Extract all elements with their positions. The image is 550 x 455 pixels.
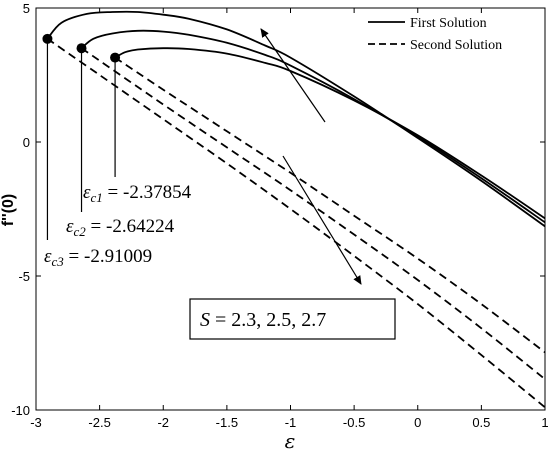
y-tick-label: -10 <box>11 403 30 418</box>
annotation-lines <box>46 28 362 285</box>
curves-layer <box>42 10 546 408</box>
x-tick-label: 0.5 <box>472 415 490 430</box>
plot-background <box>36 8 545 410</box>
x-tick-label: 1 <box>541 415 548 430</box>
y-tick-label: 5 <box>23 1 30 16</box>
x-tick-label: -1.5 <box>216 415 238 430</box>
ticks-layer: -3 -2.5 -2 -1.5 -1 -0.5 0 0.5 1 -10 -5 0 5 <box>11 1 548 430</box>
first-solution-curve-1 <box>114 47 546 220</box>
arrow-first-solution <box>260 28 326 123</box>
x-tick-label: -0.5 <box>343 415 365 430</box>
annotation-critical-1: εc1 = -2.37854 <box>83 182 192 205</box>
x-tick-label: -3 <box>30 415 42 430</box>
x-tick-label: -2.5 <box>88 415 110 430</box>
x-tick-label: -1 <box>285 415 297 430</box>
first-solution-curve-3 <box>46 10 546 228</box>
plot-frame <box>35 7 546 411</box>
legend-label-second: Second Solution <box>410 38 502 53</box>
legend-label-first: First Solution <box>410 16 487 31</box>
second-solution-curve-2 <box>80 47 546 380</box>
y-tick-label: -5 <box>18 269 30 284</box>
y-tick-label: 0 <box>23 135 30 150</box>
second-solution-curve-1 <box>114 56 546 354</box>
x-axis-label: ε <box>285 429 296 453</box>
second-solution-curve-3 <box>46 38 546 408</box>
annotation-critical-2: εc2 = -2.64224 <box>66 216 175 239</box>
first-solution-curve-2 <box>80 29 546 224</box>
y-axis-label: f''(0) <box>0 194 17 227</box>
arrow-second-solution <box>282 155 362 285</box>
parameter-box-label: S = 2.3, 2.5, 2.7 <box>200 309 326 331</box>
x-tick-label: 0 <box>414 415 421 430</box>
legend: First Solution Second Solution <box>368 16 502 53</box>
x-tick-label: -2 <box>157 415 169 430</box>
parameter-box: S = 2.3, 2.5, 2.7 <box>189 298 396 340</box>
annotation-critical-3: εc3 = -2.91009 <box>44 246 152 269</box>
parameter-box-frame <box>189 298 396 340</box>
